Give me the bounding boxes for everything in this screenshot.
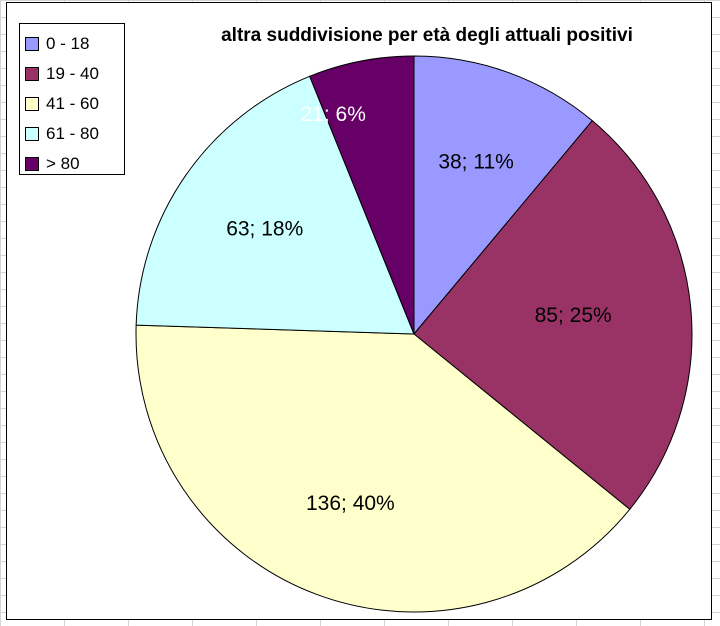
legend-label: 41 - 60 (46, 94, 99, 113)
pie-slice-4[interactable] (309, 55, 415, 335)
legend[interactable]: 0 - 18 19 - 40 41 - 60 61 - 80 > 80 (19, 23, 125, 175)
legend-swatch (25, 37, 39, 51)
pie-slice-1[interactable] (413, 119, 693, 511)
slice-data-label: 136; 40% (306, 492, 395, 515)
slice-data-label: 63; 18% (226, 217, 303, 240)
slice-data-label: 21; 6% (301, 103, 366, 126)
legend-swatch (25, 67, 39, 81)
legend-item: 19 - 40 (25, 59, 124, 89)
pie-slice-2[interactable] (135, 324, 631, 613)
slice-data-label: 85; 25% (535, 304, 612, 327)
chart-title: altra suddivisione per età degli attuali… (221, 25, 633, 46)
slice-data-label: 38; 11% (438, 150, 514, 173)
legend-item: 61 - 80 (25, 119, 124, 149)
legend-swatch (25, 97, 39, 111)
pie-slice-0[interactable] (413, 55, 593, 336)
legend-label: 61 - 80 (46, 124, 99, 143)
legend-item: 0 - 18 (25, 29, 124, 59)
legend-item: > 80 (25, 149, 124, 179)
legend-swatch (25, 157, 39, 171)
pie-slice-3[interactable] (135, 75, 415, 335)
legend-item: 41 - 60 (25, 89, 124, 119)
legend-swatch (25, 127, 39, 141)
legend-label: 19 - 40 (46, 64, 99, 83)
legend-label: > 80 (46, 154, 80, 173)
legend-label: 0 - 18 (46, 34, 90, 53)
